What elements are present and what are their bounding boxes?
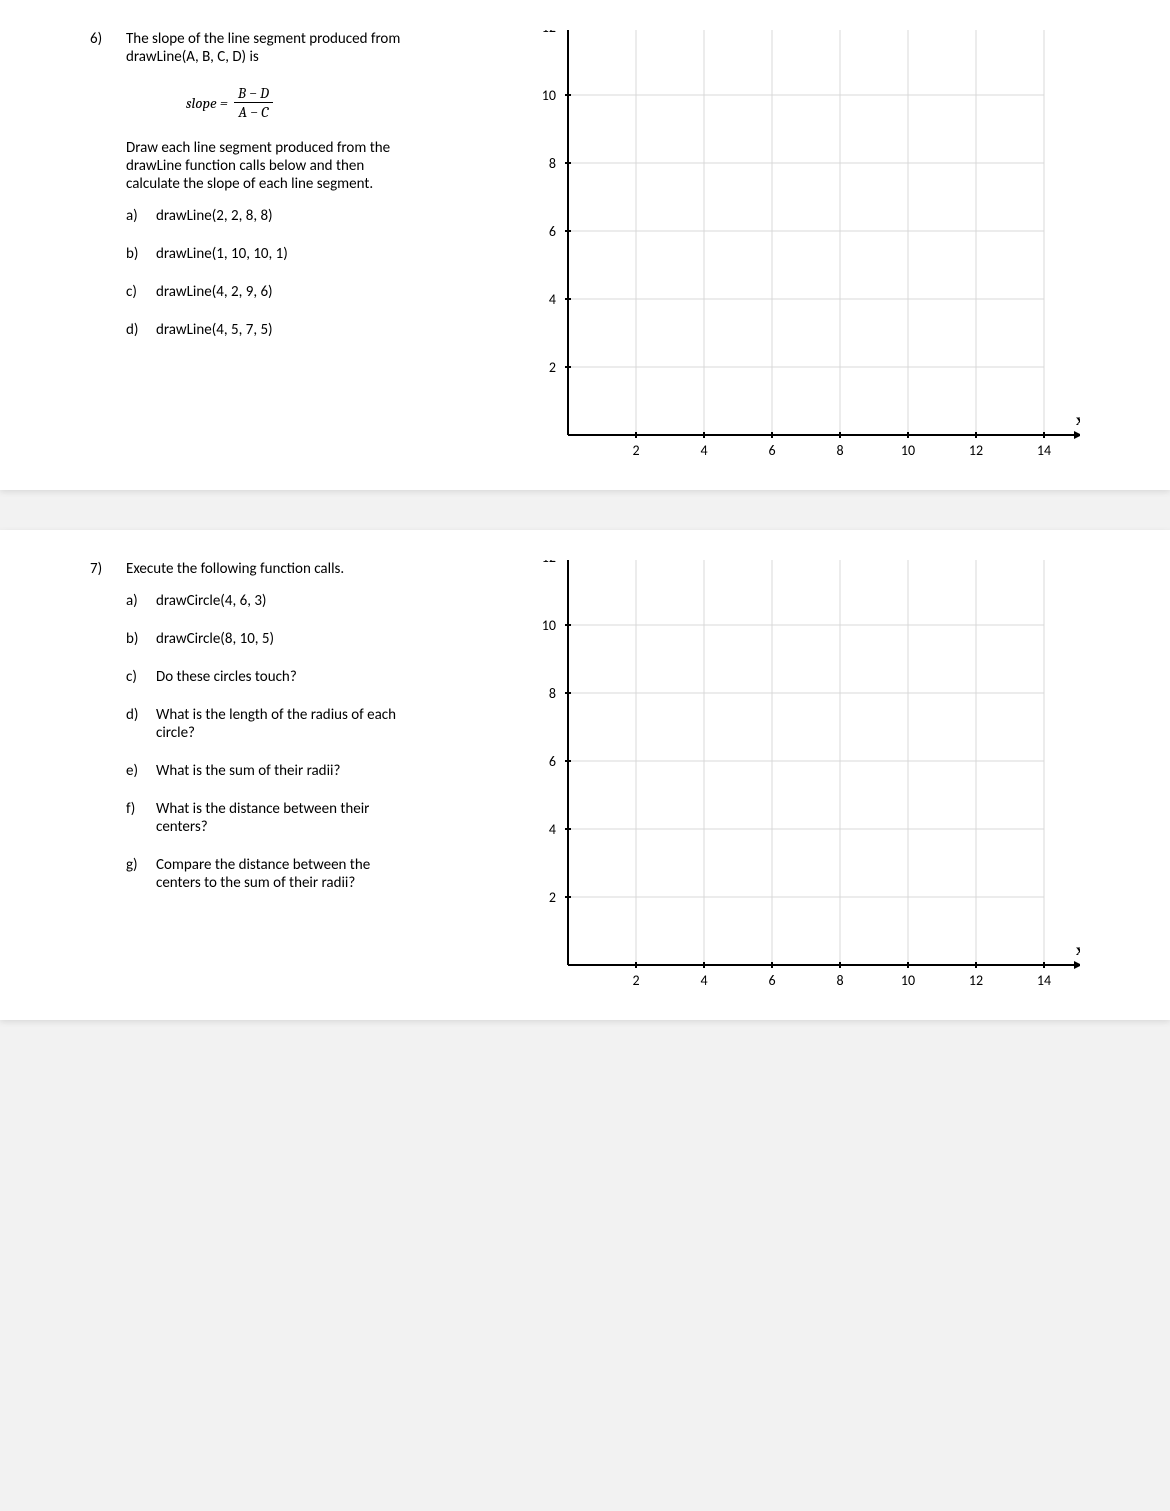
slope-formula: slope = B − D A − C	[186, 84, 406, 121]
page-q7: 7) Execute the following function calls.…	[0, 530, 1170, 1020]
sub-item: g) Compare the distance between the cente…	[126, 856, 406, 892]
sub-item-letter: g)	[126, 856, 144, 892]
sub-item: a) drawLine(2, 2, 8, 8)	[126, 207, 406, 225]
svg-text:10: 10	[542, 617, 556, 634]
sub-item-text: drawLine(4, 2, 9, 6)	[156, 283, 406, 301]
svg-text:8: 8	[836, 442, 843, 459]
svg-text:14: 14	[1037, 972, 1051, 989]
sub-item: d) What is the length of the radius of ea…	[126, 706, 406, 742]
sub-item: e) What is the sum of their radii?	[126, 762, 406, 780]
sub-item: b) drawCircle(8, 10, 5)	[126, 630, 406, 648]
blank-grid-q7: 24681012142468101214xy	[520, 560, 1080, 990]
svg-text:2: 2	[632, 442, 639, 459]
sub-item-letter: d)	[126, 706, 144, 742]
question-body: Execute the following function calls. a)…	[126, 560, 406, 912]
formula-fraction: B − D A − C	[234, 84, 273, 121]
svg-text:2: 2	[549, 359, 556, 376]
page-q6: 6) The slope of the line segment produce…	[0, 0, 1170, 490]
sub-item-letter: c)	[126, 668, 144, 686]
question-6: 6) The slope of the line segment produce…	[90, 30, 1080, 460]
question-7: 7) Execute the following function calls.…	[90, 560, 1080, 990]
sub-item-text: drawLine(1, 10, 10, 1)	[156, 245, 406, 263]
svg-text:12: 12	[969, 972, 983, 989]
svg-text:8: 8	[549, 685, 556, 702]
svg-text:8: 8	[549, 155, 556, 172]
formula-lhs: slope =	[186, 94, 228, 112]
svg-text:4: 4	[549, 821, 556, 838]
sub-item: f) What is the distance between their cen…	[126, 800, 406, 836]
formula-numerator: B − D	[234, 84, 273, 103]
svg-text:8: 8	[836, 972, 843, 989]
sub-item-letter: b)	[126, 245, 144, 263]
svg-text:10: 10	[542, 87, 556, 104]
sub-item-text: What is the distance between their cente…	[156, 800, 406, 836]
svg-text:x: x	[1076, 412, 1080, 429]
svg-text:12: 12	[969, 442, 983, 459]
svg-text:2: 2	[632, 972, 639, 989]
sub-item-text: drawCircle(8, 10, 5)	[156, 630, 406, 648]
svg-text:6: 6	[549, 223, 556, 240]
q6-chart: 24681012142468101214xy	[520, 30, 1080, 460]
svg-text:14: 14	[1037, 442, 1051, 459]
svg-text:4: 4	[700, 972, 707, 989]
svg-text:2: 2	[549, 889, 556, 906]
svg-text:12: 12	[542, 560, 556, 566]
question-number: 6)	[90, 30, 116, 48]
svg-text:4: 4	[700, 442, 707, 459]
sub-item-text: drawCircle(4, 6, 3)	[156, 592, 406, 610]
sub-item-text: What is the sum of their radii?	[156, 762, 406, 780]
q7-chart: 24681012142468101214xy	[520, 560, 1080, 990]
sub-item-text: What is the length of the radius of each…	[156, 706, 406, 742]
sub-item-letter: e)	[126, 762, 144, 780]
sub-item-text: Do these circles touch?	[156, 668, 406, 686]
sub-item-letter: a)	[126, 207, 144, 225]
sub-item-letter: d)	[126, 321, 144, 339]
svg-text:12: 12	[542, 30, 556, 36]
sub-item-text: drawLine(4, 5, 7, 5)	[156, 321, 406, 339]
svg-text:4: 4	[549, 291, 556, 308]
sub-item-text: drawLine(2, 2, 8, 8)	[156, 207, 406, 225]
question-number: 7)	[90, 560, 116, 578]
sub-item: a) drawCircle(4, 6, 3)	[126, 592, 406, 610]
svg-text:6: 6	[768, 972, 775, 989]
sub-item: b) drawLine(1, 10, 10, 1)	[126, 245, 406, 263]
svg-text:6: 6	[768, 442, 775, 459]
q7-intro: Execute the following function calls.	[126, 560, 406, 578]
sub-item: c) drawLine(4, 2, 9, 6)	[126, 283, 406, 301]
svg-text:x: x	[1076, 942, 1080, 959]
sub-item: d) drawLine(4, 5, 7, 5)	[126, 321, 406, 339]
formula-denominator: A − C	[234, 103, 272, 121]
sub-item-letter: f)	[126, 800, 144, 836]
sub-item-letter: a)	[126, 592, 144, 610]
svg-text:10: 10	[901, 442, 915, 459]
question-body: The slope of the line segment produced f…	[126, 30, 406, 359]
sub-item-letter: b)	[126, 630, 144, 648]
q6-intro: The slope of the line segment produced f…	[126, 30, 406, 66]
sub-item-text: Compare the distance between the centers…	[156, 856, 406, 892]
q7-subitems: a) drawCircle(4, 6, 3) b) drawCircle(8, 10,…	[126, 592, 406, 892]
q6-subitems: a) drawLine(2, 2, 8, 8) b) drawLine(1, 10, …	[126, 207, 406, 339]
sub-item: c) Do these circles touch?	[126, 668, 406, 686]
sub-item-letter: c)	[126, 283, 144, 301]
svg-text:6: 6	[549, 753, 556, 770]
q6-instruction: Draw each line segment produced from the…	[126, 139, 406, 193]
svg-text:10: 10	[901, 972, 915, 989]
blank-grid-q6: 24681012142468101214xy	[520, 30, 1080, 460]
